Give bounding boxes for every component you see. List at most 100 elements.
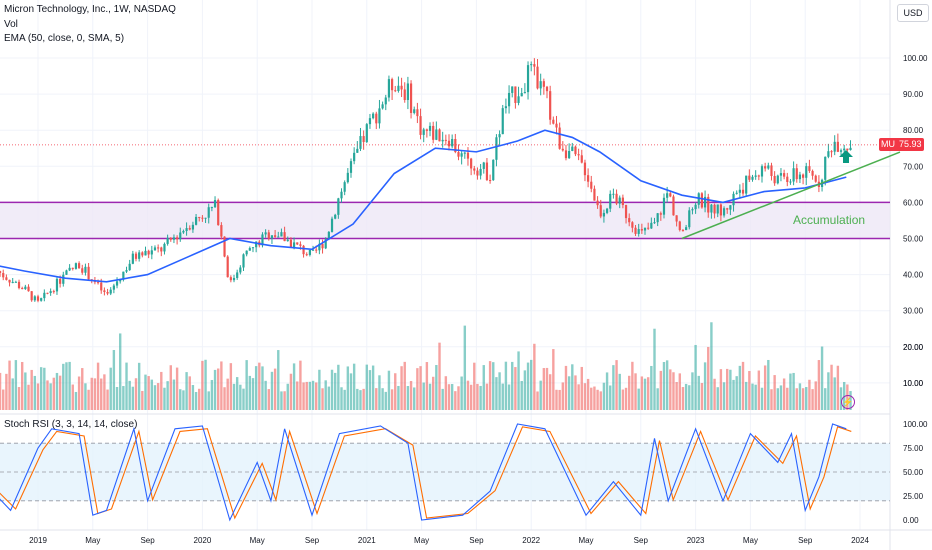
candle-body	[798, 174, 802, 180]
candle-body	[210, 207, 213, 209]
candle-body	[24, 286, 27, 290]
candle-body	[160, 247, 163, 252]
candle-body	[504, 106, 508, 109]
time-tick-label: 2019	[29, 536, 47, 545]
candle-body	[122, 271, 125, 280]
rsi-d-line	[0, 426, 852, 520]
candle-body	[425, 129, 428, 131]
ema-legend[interactable]: EMA (50, close, 0, SMA, 5)	[4, 33, 125, 44]
volume-bar	[830, 364, 833, 410]
candle-body	[574, 146, 577, 155]
candle-body	[634, 227, 637, 234]
volume-bar	[49, 383, 52, 410]
volume-bar	[643, 378, 647, 410]
volume-bar	[381, 388, 384, 410]
volume-bar	[624, 387, 628, 410]
volume-bar	[153, 385, 157, 410]
volume-bar	[112, 350, 116, 410]
volume-bar	[93, 378, 97, 410]
candle-body	[587, 175, 590, 182]
volume-bar	[324, 380, 327, 410]
volume-bar	[795, 388, 798, 410]
volume-bar	[460, 376, 463, 410]
candle-body	[179, 232, 182, 240]
volume-bar	[782, 378, 786, 410]
volume-bar	[264, 380, 267, 410]
candle-body	[805, 166, 808, 178]
axes: 100.00 90.00 80.00 70.00 60.00 50.00 40.00 30.0…	[29, 54, 928, 545]
candle-body	[337, 198, 340, 215]
candle-body	[571, 146, 574, 152]
volume-bar	[359, 390, 362, 410]
candle-body	[628, 218, 631, 223]
candle-body	[372, 113, 375, 119]
symbol-title[interactable]: Micron Technology, Inc., 1W, NASDAQ	[4, 4, 176, 15]
candle-body	[482, 162, 485, 169]
candle-body	[738, 189, 741, 193]
volume-bar	[352, 363, 356, 410]
volume-bar	[128, 380, 131, 410]
candle-body	[11, 281, 14, 283]
candle-body	[394, 90, 397, 92]
candle-body	[722, 208, 726, 216]
lightning-icon[interactable]: ⚡	[841, 395, 855, 409]
volume-bar	[273, 368, 277, 410]
volume-bar	[340, 387, 343, 410]
candle-body	[213, 200, 217, 208]
volume-bar	[251, 378, 255, 410]
candle-body	[157, 247, 160, 249]
candle-body	[334, 214, 337, 219]
candle-body	[204, 217, 207, 219]
volume-bar	[258, 362, 261, 410]
candle-body	[457, 152, 460, 157]
volume-bar	[299, 360, 302, 410]
price-candles	[0, 58, 890, 303]
volume-bar	[726, 368, 729, 410]
rsi-tick-label: 50.00	[903, 468, 924, 477]
candle-body	[349, 161, 353, 173]
currency-button[interactable]: USD	[897, 4, 929, 22]
candle-body	[46, 292, 49, 294]
candle-body	[681, 230, 685, 232]
volume-bar	[17, 387, 21, 410]
candle-body	[292, 242, 296, 248]
candle-body	[100, 282, 103, 291]
candle-body	[609, 193, 612, 209]
volume-bar	[43, 367, 46, 410]
stoch-rsi-legend[interactable]: Stoch RSI (3, 3, 14, 14, close)	[4, 419, 138, 430]
candle-body	[413, 109, 416, 113]
volume-bar	[798, 383, 802, 410]
volume-bar	[378, 375, 381, 410]
candle-body	[128, 263, 131, 271]
volume-bar	[413, 387, 416, 410]
rsi-tick-label: 25.00	[903, 492, 924, 501]
candle-body	[27, 286, 30, 292]
volume-bar	[808, 379, 811, 410]
candle-body	[36, 296, 40, 301]
candle-body	[62, 274, 65, 284]
volume-bar	[691, 372, 694, 410]
candle-body	[286, 239, 289, 242]
volume-bar	[662, 362, 666, 410]
candle-body	[397, 85, 400, 91]
candle-body	[662, 197, 666, 215]
volume-bar	[33, 375, 37, 410]
volume-bar	[836, 365, 840, 410]
candle-body	[849, 147, 852, 151]
candle-body	[242, 254, 245, 268]
time-tick-label: May	[414, 536, 429, 545]
volume-bar	[646, 377, 650, 410]
volume-bar	[710, 322, 713, 410]
time-tick-label: May	[85, 536, 100, 545]
time-tick-label: Sep	[305, 536, 320, 545]
volume-bar	[669, 369, 672, 410]
candle-body	[605, 208, 609, 213]
volume-legend[interactable]: Vol	[4, 19, 18, 30]
volume-bar	[593, 386, 596, 410]
candle-body	[217, 200, 220, 226]
volume-bar	[270, 371, 274, 410]
candle-body	[577, 154, 580, 156]
volume-bar	[776, 388, 779, 410]
candle-body	[694, 204, 697, 210]
